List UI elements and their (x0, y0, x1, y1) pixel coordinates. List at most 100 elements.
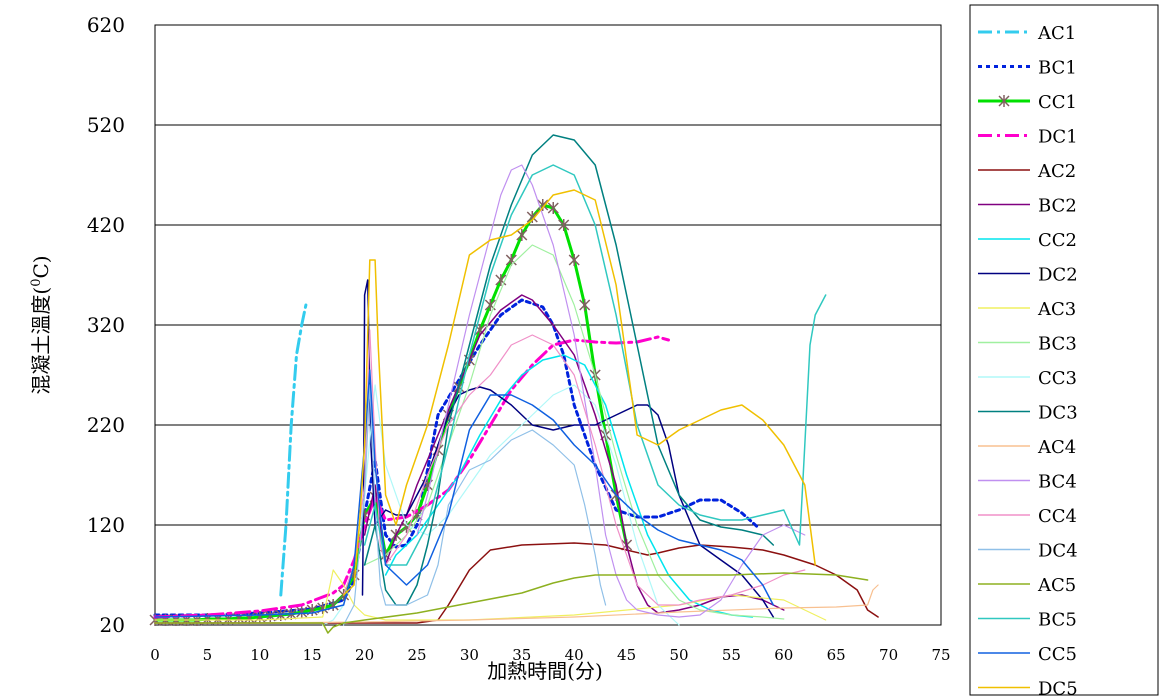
x-tick-label: 70 (879, 646, 898, 664)
y-axis-ticks: 20 120 220 320 420 520 620 (87, 13, 125, 637)
series-CC1 (149, 199, 633, 626)
legend-label: BC2 (1038, 196, 1077, 217)
legend-marker (998, 95, 1010, 107)
series-AC3 (154, 569, 827, 621)
legend-item-CC4: CC4 (978, 506, 1077, 527)
series-BC4 (416, 164, 806, 618)
series-BC1 (153, 298, 760, 617)
y-axis-label: 混凝土溫度(0C) (29, 255, 53, 394)
legend-item-AC4: AC4 (978, 437, 1076, 458)
y-axis-label-main: 混凝土溫度( (29, 287, 53, 395)
series-CC2 (384, 354, 754, 618)
x-tick-label: 45 (617, 646, 636, 664)
series-line-BC2 (363, 294, 785, 614)
legend-item-DC2: DC2 (978, 265, 1078, 286)
legend-label: BC3 (1038, 334, 1077, 355)
series-line-AC4 (154, 584, 879, 624)
legend-item-CC1: CC1 (978, 92, 1077, 113)
series-line-BC1 (153, 298, 760, 617)
legend-item-BC1: BC1 (978, 58, 1077, 79)
series-CC4 (343, 329, 806, 606)
legend-label: DC2 (1038, 265, 1078, 286)
series-line-CC1 (153, 203, 629, 622)
legend-label: AC4 (1037, 437, 1076, 458)
data-point-CC1 (547, 202, 559, 214)
x-tick-label: 65 (827, 646, 846, 664)
x-tick-label: 35 (512, 646, 531, 664)
y-axis-label-tail: C) (29, 255, 53, 278)
data-point-CC1 (568, 254, 580, 266)
x-tick-label: 5 (203, 646, 213, 664)
data-point-CC1 (495, 274, 507, 286)
series-line-BC3 (364, 244, 785, 620)
data-point-CC1 (505, 254, 517, 266)
legend-label: DC1 (1038, 127, 1078, 148)
legend-label: AC5 (1037, 575, 1076, 596)
data-point-CC1 (558, 219, 570, 231)
series-line-DC5 (342, 189, 816, 596)
legend-label: AC1 (1037, 23, 1076, 44)
legend-label: BC1 (1038, 58, 1077, 79)
data-point-CC1 (579, 299, 591, 311)
series-line-AC3 (154, 569, 827, 621)
legend-item-DC3: DC3 (978, 403, 1078, 424)
legend-label: AC3 (1037, 299, 1076, 320)
x-tick-label: 15 (303, 646, 322, 664)
x-axis-ticks: 0 5 10 15 20 25 30 35 40 45 50 55 60 65 70 75 (150, 646, 950, 664)
x-tick-label: 60 (774, 646, 793, 664)
legend-item-CC5: CC5 (978, 644, 1077, 665)
series-BC2 (363, 294, 785, 614)
legend-item-AC2: AC2 (978, 161, 1076, 182)
series-line-AC5 (154, 572, 869, 634)
x-tick-label: 75 (931, 646, 950, 664)
series-DC5 (342, 189, 816, 596)
series-layer (149, 134, 879, 634)
y-tick-label: 320 (87, 313, 125, 337)
legend-item-CC3: CC3 (978, 368, 1077, 389)
data-point-CC1 (537, 199, 549, 211)
x-tick-label: 25 (407, 646, 426, 664)
legend-item-BC2: BC2 (978, 196, 1077, 217)
legend-item-BC3: BC3 (978, 334, 1077, 355)
x-tick-label: 20 (355, 646, 374, 664)
legend-box (969, 4, 1159, 696)
x-tick-label: 10 (250, 646, 269, 664)
legend-item-AC3: AC3 (978, 299, 1076, 320)
series-line-CC2 (384, 354, 754, 618)
legend-item-BC5: BC5 (978, 610, 1077, 631)
series-BC3 (364, 244, 785, 620)
legend-item-DC4: DC4 (978, 541, 1078, 562)
legend-label: DC5 (1038, 679, 1078, 700)
series-line-CC4 (343, 329, 806, 606)
series-AC4 (154, 584, 879, 624)
series-DC2 (361, 279, 775, 618)
data-point-CC1 (516, 229, 528, 241)
y-axis-label-superscript: 0 (29, 279, 44, 287)
grid-layer (155, 124, 941, 526)
legend-item-CC2: CC2 (978, 230, 1077, 251)
legend-label: BC5 (1038, 610, 1077, 631)
series-line-DC2 (361, 279, 775, 618)
legend-label: AC2 (1037, 161, 1076, 182)
y-tick-label: 20 (100, 613, 125, 637)
series-line-CC5 (154, 369, 775, 618)
x-tick-label: 0 (150, 646, 160, 664)
legend-item-BC4: BC4 (978, 472, 1077, 493)
legend-item-AC1: AC1 (978, 23, 1076, 44)
legend-item-AC5: AC5 (978, 575, 1076, 596)
series-AC5 (154, 572, 869, 634)
legend-label: CC3 (1038, 368, 1077, 389)
series-line-AC1 (279, 303, 308, 597)
legend-item-DC1: DC1 (978, 127, 1078, 148)
plot-frame (154, 24, 942, 626)
y-tick-label: 420 (87, 213, 125, 237)
x-axis-label: 加熱時間(分) (487, 659, 603, 683)
x-tick-label: 40 (565, 646, 584, 664)
series-line-DC4 (343, 384, 607, 626)
series-AC1 (279, 303, 308, 597)
legend-label: CC1 (1038, 92, 1077, 113)
legend-label: DC3 (1038, 403, 1078, 424)
x-tick-label: 50 (669, 646, 688, 664)
legend-label: CC2 (1038, 230, 1077, 251)
